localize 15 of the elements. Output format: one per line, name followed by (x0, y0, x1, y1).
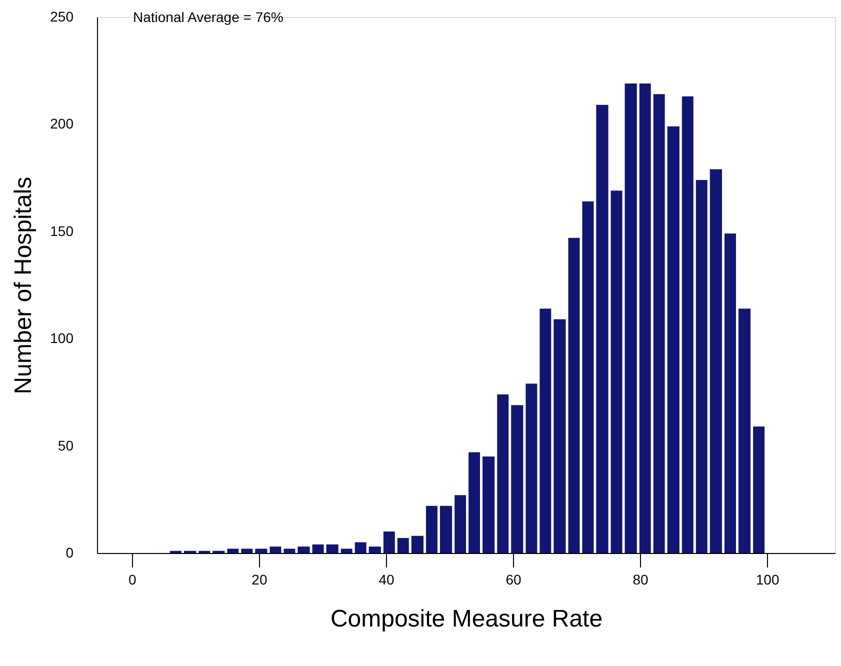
y-axis-title: Number of Hospitals (10, 176, 38, 394)
x-tick-label: 40 (378, 572, 394, 588)
x-tick-label: 20 (252, 572, 268, 588)
y-tick-label: 200 (50, 116, 74, 132)
x-tick-label: 100 (756, 572, 780, 588)
annotation: National Average = 76% (133, 9, 284, 25)
y-tick-label: 0 (66, 544, 74, 560)
x-tick-label: 60 (506, 572, 522, 588)
x-tick-label: 0 (128, 572, 137, 588)
y-tick-label: 150 (50, 222, 74, 239)
y-tick-label: 100 (50, 330, 74, 346)
x-tick-label: 80 (632, 572, 649, 588)
y-tick-label: 250 (50, 8, 74, 24)
x-axis-title: Composite Measure Rate (330, 606, 603, 632)
y-tick-label: 50 (58, 437, 74, 454)
